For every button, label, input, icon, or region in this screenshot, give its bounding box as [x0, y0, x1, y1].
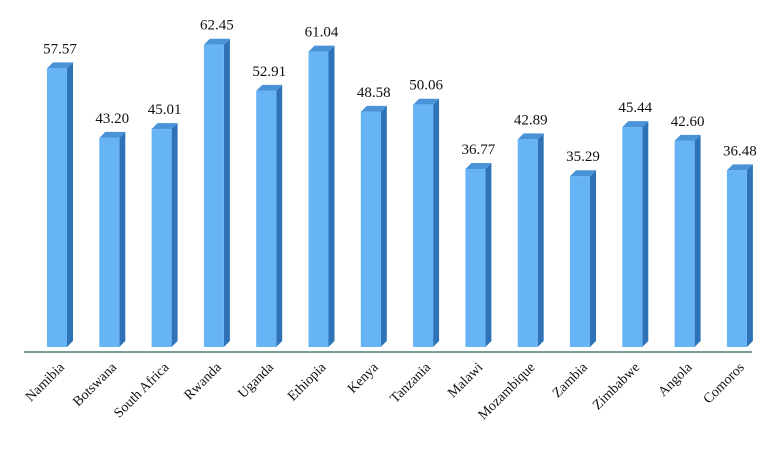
- value-label: 43.20: [95, 111, 129, 127]
- bar-side-face: [119, 131, 126, 347]
- bar-side-face: [537, 133, 544, 347]
- bar-front-face: [570, 176, 590, 347]
- bar-tanzania: [413, 98, 440, 348]
- bar-front-face: [203, 44, 224, 347]
- bar-front-face: [517, 139, 538, 347]
- category-label: Zimbabwe: [590, 360, 643, 413]
- category-label: Mozambique: [476, 360, 539, 423]
- bar-side-face: [67, 62, 73, 347]
- value-label: 35.29: [566, 149, 600, 165]
- bar-kenya: [360, 105, 387, 347]
- bar-zambia: [570, 170, 596, 347]
- bar-top-face: [151, 123, 178, 130]
- category-label: Zambia: [550, 360, 591, 401]
- bar-side-face: [223, 38, 230, 347]
- bar-side-face: [171, 123, 178, 347]
- bar-top-face: [360, 105, 387, 112]
- category-label: Ethiopia: [285, 360, 330, 405]
- value-label: 45.01: [148, 102, 182, 118]
- value-label: 36.77: [462, 142, 496, 158]
- bar-malawi: [465, 163, 492, 347]
- bar-front-face: [413, 104, 434, 348]
- bar-front-face: [308, 51, 329, 347]
- category-label: Uganda: [236, 360, 278, 402]
- bar-top-face: [256, 84, 283, 91]
- bar-top-face: [570, 170, 596, 177]
- bar-namibia: [47, 62, 73, 347]
- value-label: 36.48: [723, 143, 757, 159]
- bar-side-face: [328, 45, 335, 347]
- bar-top-face: [413, 98, 440, 105]
- bar-top-face: [726, 164, 753, 171]
- bar-side-face: [433, 98, 440, 348]
- bar-top-face: [517, 133, 544, 140]
- bar-angola: [674, 134, 701, 347]
- value-label: 62.45: [200, 18, 234, 34]
- value-label: 42.89: [514, 112, 548, 128]
- value-label: 42.60: [671, 114, 705, 130]
- bar-front-face: [726, 170, 747, 347]
- bar-front-face: [256, 90, 277, 348]
- category-label: Malawi: [445, 360, 486, 401]
- value-label: 52.91: [252, 64, 286, 80]
- bar-uganda: [256, 84, 283, 348]
- bar-botswana: [99, 131, 126, 347]
- bar-front-face: [622, 127, 643, 347]
- bar-top-face: [465, 163, 492, 170]
- value-label: 61.04: [305, 25, 339, 41]
- bar-front-face: [465, 169, 486, 347]
- bar-mozambique: [517, 133, 544, 347]
- bar-front-face: [99, 137, 120, 347]
- category-label: Namibia: [23, 360, 68, 405]
- bar-top-face: [308, 45, 335, 52]
- bar-top-face: [622, 121, 649, 128]
- bar-front-face: [151, 129, 172, 347]
- bar-side-face: [380, 105, 387, 347]
- category-label: Kenya: [345, 360, 382, 397]
- value-label: 57.57: [43, 41, 77, 57]
- bar-side-face: [694, 134, 701, 347]
- bar-ethiopia: [308, 45, 335, 347]
- bar-rwanda: [203, 38, 230, 347]
- bar-side-face: [746, 164, 753, 347]
- bar-top-face: [99, 131, 126, 138]
- value-label: 50.06: [409, 78, 443, 94]
- bar-side-face: [642, 121, 649, 347]
- bar-top-face: [674, 134, 701, 141]
- category-label: Tanzania: [388, 360, 435, 407]
- bar-zimbabwe: [622, 121, 649, 347]
- bar-side-face: [485, 163, 492, 347]
- bar-south-africa: [151, 123, 178, 347]
- category-label: South Africa: [112, 360, 173, 421]
- bar-front-face: [47, 68, 67, 347]
- value-label: 48.58: [357, 85, 391, 101]
- bar-front-face: [360, 111, 381, 347]
- category-label: Comoros: [701, 360, 748, 407]
- value-labels-layer: 57.57 43.20 45.01 62.45 52.91 61.04 48.58 50.06…: [43, 18, 757, 165]
- bar-top-face: [47, 62, 73, 69]
- bar-top-face: [203, 38, 230, 45]
- bar-side-face: [590, 170, 596, 347]
- bar-comoros: [726, 164, 753, 347]
- value-label: 45.44: [618, 100, 652, 116]
- category-label: Rwanda: [182, 360, 226, 404]
- category-label: Botswana: [70, 360, 120, 410]
- category-label: Angola: [656, 360, 696, 400]
- bar-front-face: [674, 140, 695, 347]
- bars-layer: [47, 38, 753, 348]
- bar-side-face: [276, 84, 283, 348]
